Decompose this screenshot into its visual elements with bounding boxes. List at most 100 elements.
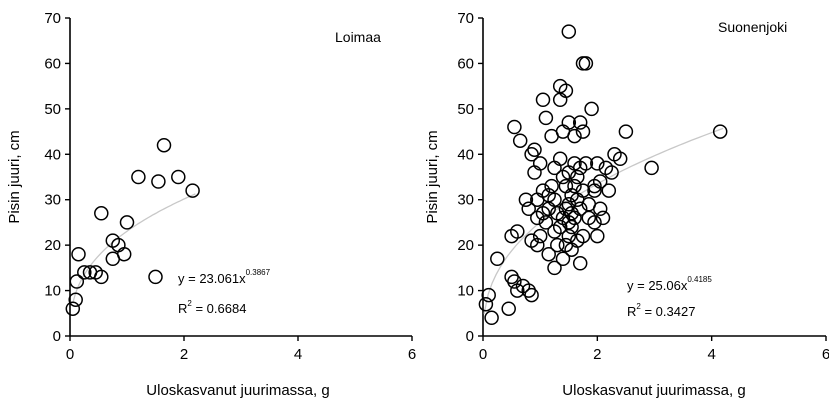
loimaa-data-point bbox=[148, 269, 163, 285]
loimaa-equation-exponent: 0.3867 bbox=[246, 268, 271, 277]
suonenjoki-y-tick-label: 40 bbox=[457, 146, 474, 163]
suonenjoki-y-tick-label: 60 bbox=[457, 55, 474, 72]
suonenjoki-data-point bbox=[712, 124, 728, 139]
suonenjoki-data-point bbox=[558, 237, 574, 253]
suonenjoki-data-point bbox=[644, 160, 659, 176]
loimaa-points bbox=[65, 137, 200, 316]
suonenjoki-r2: R2 = 0.3427 bbox=[627, 302, 695, 319]
suonenjoki-data-point bbox=[527, 142, 542, 157]
suonenjoki-data-point bbox=[544, 178, 559, 194]
suonenjoki-data-point bbox=[590, 156, 605, 171]
suonenjoki-data-point bbox=[504, 269, 519, 285]
suonenjoki-data-point bbox=[581, 197, 597, 212]
loimaa-equation: y = 23.061x0.3867 bbox=[178, 268, 271, 286]
loimaa-data-point bbox=[116, 246, 132, 262]
loimaa-data-point bbox=[156, 137, 172, 153]
suonenjoki-data-point bbox=[532, 156, 548, 171]
suonenjoki-y-tick-label: 0 bbox=[466, 328, 474, 345]
loimaa-data-point bbox=[131, 169, 146, 185]
loimaa-data-point bbox=[171, 169, 186, 185]
loimaa-x-tick-label: 0 bbox=[66, 346, 74, 363]
loimaa-r2: R2 = 0.6684 bbox=[178, 299, 246, 316]
loimaa-y-tick-label: 40 bbox=[44, 146, 61, 163]
loimaa-y-tick-label: 50 bbox=[44, 101, 61, 118]
loimaa-x-label: Uloskasvanut juurimassa, g bbox=[146, 382, 329, 399]
suonenjoki-data-point bbox=[530, 237, 545, 253]
suonenjoki-data-point bbox=[524, 287, 539, 303]
loimaa-x-tick-label: 2 bbox=[180, 346, 188, 363]
loimaa-y-tick-label: 20 bbox=[44, 237, 61, 254]
suonenjoki-data-point bbox=[541, 246, 556, 262]
loimaa-data-point bbox=[94, 269, 109, 285]
suonenjoki-data-point bbox=[567, 178, 582, 194]
suonenjoki-data-point bbox=[592, 174, 608, 189]
suonenjoki-data-point bbox=[564, 242, 579, 257]
suonenjoki-data-point bbox=[555, 251, 571, 267]
suonenjoki-data-point bbox=[578, 56, 594, 71]
suonenjoki-data-point bbox=[612, 151, 628, 167]
suonenjoki-data-point bbox=[504, 228, 519, 244]
loimaa-data-point bbox=[77, 265, 92, 280]
loimaa-data-point bbox=[71, 246, 86, 262]
suonenjoki-data-point bbox=[561, 24, 577, 39]
suonenjoki-data-point bbox=[538, 215, 554, 230]
loimaa-x-tick-label: 4 bbox=[294, 346, 302, 363]
suonenjoki-data-point bbox=[572, 256, 588, 271]
suonenjoki-data-point bbox=[572, 115, 588, 130]
suonenjoki-data-point bbox=[547, 260, 562, 276]
suonenjoki-data-point bbox=[604, 165, 619, 180]
suonenjoki-data-point bbox=[558, 83, 574, 98]
suonenjoki-r2-prefix: R bbox=[627, 304, 636, 319]
loimaa-data-point bbox=[119, 215, 135, 230]
loimaa-title: Loimaa bbox=[335, 29, 381, 45]
suonenjoki-data-point bbox=[518, 192, 534, 207]
suonenjoki-x-tick-label: 4 bbox=[707, 346, 715, 363]
suonenjoki-data-point bbox=[507, 274, 522, 289]
suonenjoki-data-point bbox=[510, 224, 525, 239]
suonenjoki-data-point bbox=[587, 215, 602, 230]
suonenjoki-data-point bbox=[578, 156, 594, 171]
suonenjoki-equation-base: y = 25.06x bbox=[627, 278, 688, 293]
suonenjoki-data-point bbox=[481, 287, 496, 303]
suonenjoki-data-point bbox=[527, 165, 542, 180]
suonenjoki-data-point bbox=[538, 110, 554, 126]
suonenjoki-y-tick-label: 10 bbox=[457, 283, 474, 300]
suonenjoki-data-point bbox=[552, 219, 568, 235]
suonenjoki-trendline bbox=[483, 127, 724, 315]
suonenjoki-data-point bbox=[601, 183, 617, 198]
suonenjoki-y-tick-label: 50 bbox=[457, 101, 474, 118]
suonenjoki-data-point bbox=[584, 101, 599, 117]
suonenjoki-r2-sup: 2 bbox=[636, 302, 641, 311]
suonenjoki-data-point bbox=[590, 228, 605, 244]
suonenjoki-data-point bbox=[564, 219, 579, 235]
suonenjoki-data-point bbox=[552, 78, 568, 94]
suonenjoki-data-point bbox=[512, 133, 528, 148]
suonenjoki-data-point bbox=[478, 296, 494, 312]
loimaa-y-tick-label: 10 bbox=[44, 283, 61, 300]
loimaa-y-tick-label: 70 bbox=[44, 10, 61, 27]
suonenjoki-data-point bbox=[572, 160, 588, 176]
loimaa-r2-prefix: R bbox=[178, 301, 187, 316]
suonenjoki-data-point bbox=[561, 228, 577, 244]
suonenjoki-data-point bbox=[575, 124, 591, 139]
loimaa-trendline bbox=[72, 193, 196, 304]
suonenjoki-data-point bbox=[535, 92, 551, 108]
loimaa-panel: Loimaa Uloskasvanut juurimassa, g Pisin … bbox=[6, 10, 416, 399]
suonenjoki-panel: Suonenjoki Uloskasvanut juurimassa, g Pi… bbox=[424, 10, 829, 399]
suonenjoki-data-point bbox=[575, 228, 591, 244]
suonenjoki-data-point bbox=[535, 206, 551, 221]
loimaa-data-point bbox=[94, 206, 109, 221]
suonenjoki-ticks: 0 10 20 30 40 50 60 70 0 2 4 6 bbox=[457, 10, 829, 363]
suonenjoki-x-tick-label: 2 bbox=[593, 346, 601, 363]
suonenjoki-points bbox=[478, 24, 728, 326]
loimaa-y-tick-label: 60 bbox=[44, 55, 61, 72]
suonenjoki-data-point bbox=[618, 124, 634, 139]
loimaa-ticks: 0 10 20 30 40 50 60 70 0 2 4 6 bbox=[44, 10, 416, 363]
loimaa-y-tick-label: 0 bbox=[53, 328, 61, 345]
suonenjoki-x-label: Uloskasvanut juurimassa, g bbox=[562, 382, 745, 399]
suonenjoki-data-point bbox=[541, 187, 556, 203]
suonenjoki-data-point bbox=[572, 201, 588, 217]
suonenjoki-r2-value: = 0.3427 bbox=[641, 304, 696, 319]
suonenjoki-data-point bbox=[490, 251, 505, 267]
